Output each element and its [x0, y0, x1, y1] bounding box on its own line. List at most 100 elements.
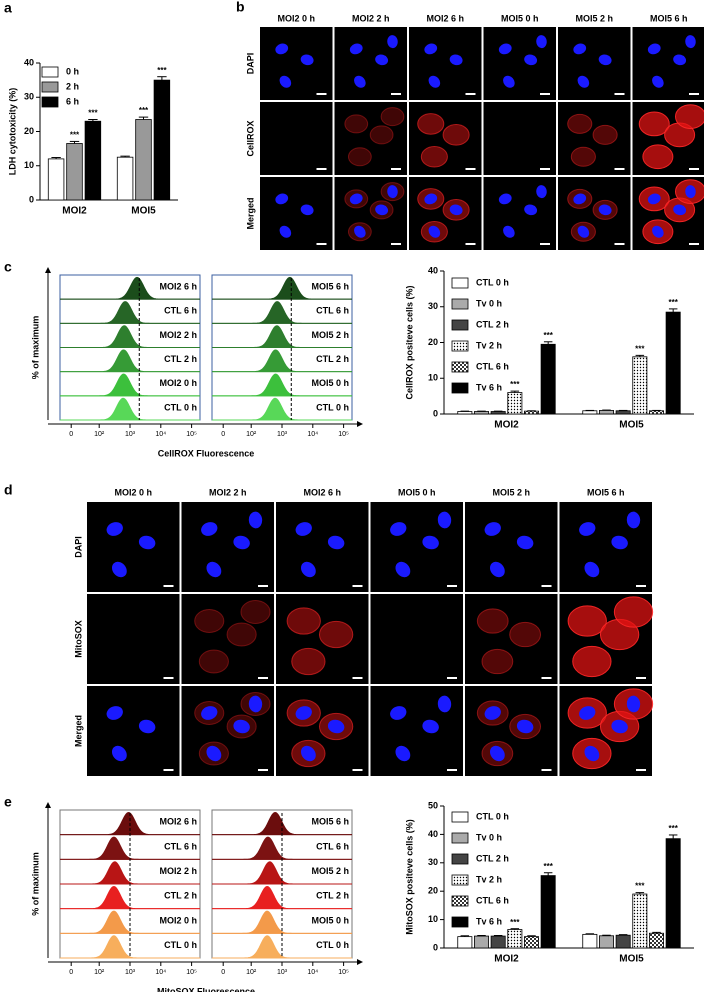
track-label: MOI2 6 h: [159, 817, 197, 827]
bar: [474, 411, 489, 415]
nucleus: [248, 695, 263, 713]
nucleus: [300, 204, 314, 216]
x-axis-label: CellROX Fluorescence: [158, 448, 255, 458]
nucleus: [524, 54, 538, 66]
bar: [615, 410, 631, 415]
panel-letter: e: [4, 794, 12, 810]
nucleus: [206, 745, 222, 762]
nucleus: [279, 75, 292, 88]
micrograph: [181, 594, 274, 684]
track-label: CTL 2 h: [316, 891, 349, 901]
bar: [540, 875, 556, 949]
column-header: MOI2 0 h: [277, 13, 315, 23]
nucleus: [295, 706, 312, 720]
nucleus: [577, 75, 590, 88]
legend-swatch: [451, 874, 469, 886]
bar: [665, 311, 681, 415]
cell-stain: [674, 104, 704, 129]
cell-stain: [420, 145, 448, 168]
nucleus: [647, 193, 661, 205]
track-label: MOI2 2 h: [159, 330, 197, 340]
nucleus: [584, 561, 600, 578]
legend-swatch: [451, 340, 469, 352]
significance: ***: [668, 824, 678, 833]
legend-label: CTL 0 h: [476, 277, 509, 287]
bar: [599, 410, 614, 415]
y-axis-label: LDH cytotoxicity (%): [7, 88, 17, 176]
legend-swatch: [451, 298, 469, 310]
track-label: CTL 2 h: [316, 354, 349, 364]
nucleus: [275, 43, 289, 55]
column-header: MOI5 0 h: [398, 487, 436, 497]
nucleus: [387, 35, 398, 49]
bar: [665, 838, 681, 949]
panel-letter: a: [4, 0, 12, 16]
nucleus: [685, 35, 696, 49]
legend-swatch: [451, 277, 469, 289]
y-tick-label: 40: [24, 57, 34, 67]
y-tick-label: 10: [428, 914, 438, 924]
legend-label: Tv 2 h: [476, 340, 502, 350]
nucleus: [489, 561, 505, 578]
column-header: MOI5 6 h: [587, 487, 625, 497]
cell-stain: [344, 114, 369, 134]
nucleus: [498, 193, 512, 205]
cell-stain: [642, 144, 674, 170]
column-header: MOI5 0 h: [501, 13, 539, 23]
x-tick-label: 10³: [125, 969, 136, 976]
y-axis-label: CellROX positeve cells (%): [404, 285, 414, 399]
micrograph: [465, 686, 558, 776]
x-tick-label: MOI2: [62, 206, 87, 217]
nucleus: [584, 745, 600, 762]
micrograph: [87, 502, 180, 592]
cell-stain: [380, 107, 405, 127]
nucleus: [111, 745, 127, 762]
y-tick-label: 0: [29, 194, 34, 204]
nucleus: [395, 745, 411, 762]
nucleus: [652, 75, 664, 88]
micrograph: [334, 102, 407, 175]
track-label: CTL 2 h: [164, 891, 197, 901]
y-tick-label: 50: [428, 800, 438, 810]
track-label: CTL 2 h: [164, 354, 197, 364]
y-tick-label: 0: [433, 942, 438, 952]
nucleus: [652, 225, 664, 238]
nucleus: [275, 193, 289, 205]
nucleus: [233, 719, 250, 734]
significance: ***: [543, 862, 553, 871]
x-tick-label: 10²: [246, 969, 257, 976]
nucleus: [354, 75, 366, 88]
track-label: CTL 6 h: [164, 841, 197, 851]
legend-swatch: [451, 811, 469, 823]
legend-label: 6 h: [66, 96, 79, 106]
legend-swatch: [41, 81, 59, 93]
nucleus: [395, 561, 411, 578]
legend-label: Tv 6 h: [476, 382, 502, 392]
nucleus: [390, 522, 407, 536]
bar: [649, 932, 664, 949]
significance: ***: [139, 106, 149, 115]
x-tick-label: 10⁴: [155, 969, 166, 976]
legend-swatch: [451, 319, 469, 331]
x-tick-label: 10²: [94, 431, 105, 438]
cell-stain: [347, 147, 372, 167]
track-label: MOI2 2 h: [159, 866, 197, 876]
bar: [524, 410, 539, 415]
nucleus: [106, 522, 123, 536]
cell-stain: [318, 620, 354, 649]
y-arrowhead: [45, 802, 51, 808]
y-axis-label: % of maximum: [30, 316, 40, 380]
track-label: MOI5 2 h: [311, 330, 349, 340]
x-axis-label: MitoSOX Fluorescence: [157, 986, 255, 992]
legend-swatch: [451, 361, 469, 373]
legend-label: Tv 0 h: [476, 832, 502, 842]
micrograph: [465, 594, 558, 684]
significance: ***: [668, 298, 678, 307]
column-header: MOI2 6 h: [426, 13, 464, 23]
nucleus: [516, 535, 534, 550]
nucleus: [424, 193, 438, 205]
nucleus: [685, 185, 696, 199]
row-label: DAPI: [73, 536, 83, 558]
nucleus: [428, 225, 441, 238]
